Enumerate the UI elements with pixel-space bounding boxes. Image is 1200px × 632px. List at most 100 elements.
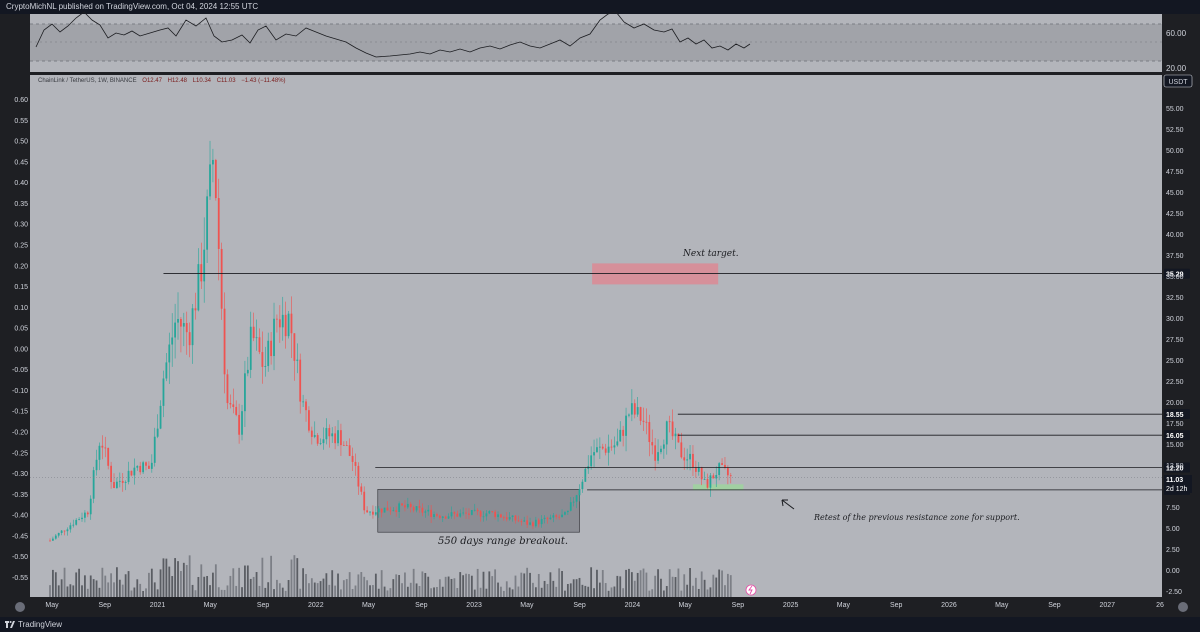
candle-body [84, 512, 86, 518]
time-scale-left-button[interactable] [15, 602, 25, 612]
candle-body [299, 359, 302, 402]
volume-bar [374, 573, 377, 597]
candle-body [502, 517, 505, 519]
right-tick-label: 35.00 [1166, 274, 1184, 281]
right-tick-label: 20.00 [1166, 400, 1184, 407]
left-tick-label: 0.10 [14, 305, 28, 312]
candle-body [598, 446, 601, 448]
left-price-scale[interactable] [0, 75, 30, 597]
volume-bar [468, 574, 470, 597]
volume-bar [290, 559, 293, 597]
volume-bar [75, 572, 78, 597]
volume-bar [447, 576, 450, 597]
candle-body [182, 323, 185, 327]
candle-body [54, 535, 57, 539]
left-tick-label: -0.15 [12, 409, 28, 416]
candle-body [296, 359, 299, 361]
candle-body [537, 519, 540, 525]
time-tick-labels: May Sep 2021 May Sep 2022 May Sep 2023 May Sep 2024… [45, 602, 1164, 609]
candle-body [441, 516, 444, 518]
volume-bar [724, 585, 726, 597]
right-tick-label: 42.50 [1166, 211, 1184, 218]
candle-body [252, 326, 255, 339]
volume-bar [89, 575, 92, 597]
volume-bar [342, 580, 345, 597]
right-tick-label: 5.00 [1166, 526, 1180, 533]
volume-bar [235, 585, 238, 597]
volume-bar [526, 567, 529, 597]
right-tick-label: 22.50 [1166, 379, 1184, 386]
candle-body [607, 446, 610, 453]
volume-bar [238, 567, 241, 597]
candle-body [366, 510, 369, 513]
candle-body [121, 480, 124, 483]
left-tick-labels: 0.60 0.55 0.50 0.45 0.40 0.35 0.30 0.25 0.20 0.15… [12, 97, 28, 582]
candle-body [479, 511, 482, 517]
main-chart-panel[interactable] [30, 75, 1162, 597]
left-tick-label: -0.50 [12, 554, 28, 561]
volume-bar [214, 564, 217, 597]
volume-bar [694, 577, 697, 597]
volume-bar [168, 566, 171, 597]
volume-layer [49, 555, 732, 597]
level-badge [1164, 268, 1190, 279]
candle-body [456, 513, 459, 517]
volume-bar [369, 585, 371, 597]
candle-body [450, 512, 453, 517]
volume-bar [110, 573, 112, 597]
candle-body [270, 340, 273, 357]
candle-body [177, 318, 179, 323]
candle-body [206, 196, 209, 250]
candle-body [561, 514, 563, 518]
volume-bar [639, 570, 642, 597]
volume-bar [127, 571, 130, 597]
left-tick-label: -0.55 [12, 575, 28, 582]
candle-body [281, 314, 284, 328]
volume-bar [601, 570, 604, 597]
time-scale-right-button[interactable] [1178, 602, 1188, 612]
right-price-scale[interactable] [1162, 14, 1200, 597]
price-badge-value: 11.03 [1166, 477, 1183, 484]
volume-bar [712, 574, 715, 597]
candle-body [689, 453, 691, 460]
candle-body [95, 459, 98, 471]
candle-body [552, 515, 555, 518]
time-scale[interactable] [0, 597, 1200, 617]
time-tick-label: 2026 [941, 602, 957, 609]
volume-bar [383, 586, 386, 597]
candle-body [517, 520, 520, 522]
volume-bar [60, 579, 63, 597]
volume-bar [668, 569, 671, 597]
volume-bar [281, 587, 284, 597]
right-tick-label: 30.00 [1166, 316, 1184, 323]
volume-bar [532, 582, 534, 597]
candle-body [316, 435, 319, 444]
volume-bar [261, 557, 264, 597]
volume-bar [246, 565, 249, 597]
candle-body [238, 414, 241, 435]
candle-body [337, 430, 339, 444]
volume-bar [718, 569, 721, 597]
currency-tag[interactable] [1163, 74, 1193, 88]
volume-bar [622, 588, 625, 597]
volume-bar [78, 568, 80, 597]
volume-bar [165, 558, 168, 597]
volume-bar [395, 574, 398, 597]
candle-body [214, 159, 217, 199]
candle-body [494, 511, 497, 518]
candle-body [694, 467, 697, 472]
candle-body [220, 248, 223, 309]
volume-bar [296, 558, 299, 597]
candle-body [729, 475, 732, 477]
volume-bar [244, 565, 246, 597]
volume-bar [377, 588, 380, 597]
candle-body [57, 532, 60, 536]
candle-body [313, 435, 316, 437]
candle-body [697, 466, 700, 472]
volume-bar [98, 587, 101, 597]
volume-bar [72, 585, 75, 597]
volume-bar [630, 572, 633, 597]
candle-body [159, 405, 162, 429]
volume-bar [689, 568, 691, 597]
time-tick-label: 2023 [466, 602, 482, 609]
